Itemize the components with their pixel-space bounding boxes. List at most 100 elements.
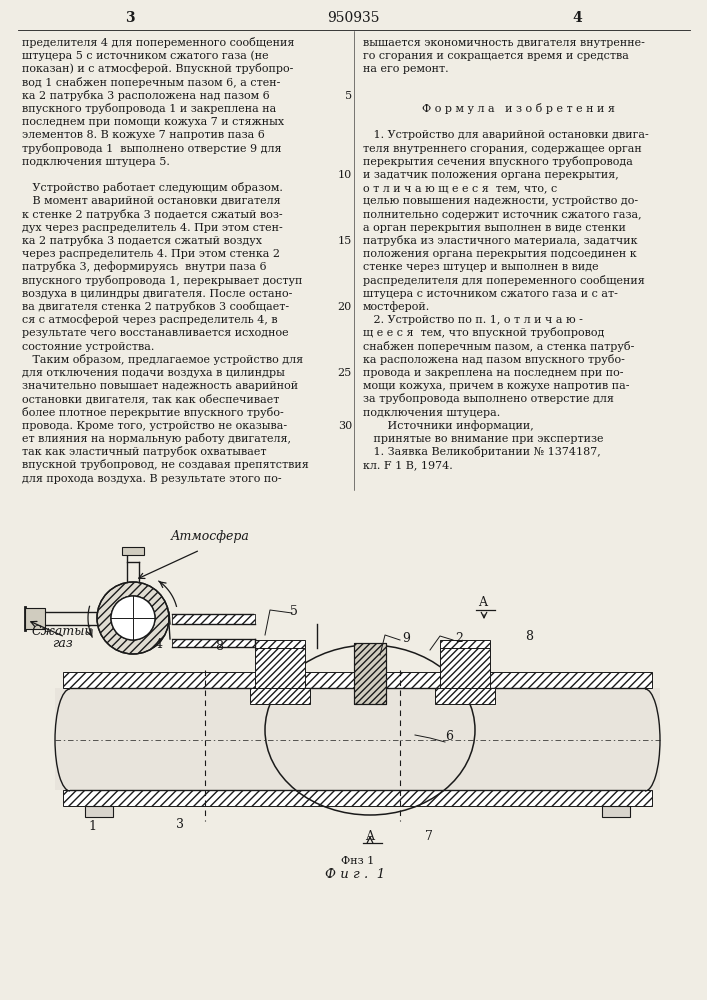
Text: вышается экономичность двигателя внутренне-: вышается экономичность двигателя внутрен… bbox=[363, 38, 645, 48]
Text: воздуха в цилиндры двигателя. После остано-: воздуха в цилиндры двигателя. После оста… bbox=[22, 289, 293, 299]
Text: перекрытия сечения впускного трубопровода: перекрытия сечения впускного трубопровод… bbox=[363, 156, 633, 167]
Text: Ф о р м у л а   и з о б р е т е н и я: Ф о р м у л а и з о б р е т е н и я bbox=[421, 103, 614, 114]
Bar bbox=[63, 790, 652, 806]
Text: впускной трубопровод, не создавая препятствия: впускной трубопровод, не создавая препят… bbox=[22, 459, 309, 470]
Bar bbox=[435, 688, 495, 704]
Text: так как эластичный патрубок охватывает: так как эластичный патрубок охватывает bbox=[22, 446, 267, 457]
Text: для прохода воздуха. В результате этого по-: для прохода воздуха. В результате этого … bbox=[22, 474, 281, 484]
Text: 1. Заявка Великобритании № 1374187,: 1. Заявка Великобритании № 1374187, bbox=[363, 446, 601, 457]
Text: ва двигателя стенка 2 патрубков 3 сообщает-: ва двигателя стенка 2 патрубков 3 сообща… bbox=[22, 301, 289, 312]
Text: го сгорания и сокращается время и средства: го сгорания и сокращается время и средст… bbox=[363, 51, 629, 61]
Text: 1: 1 bbox=[88, 820, 96, 833]
Text: Таким образом, предлагаемое устройство для: Таким образом, предлагаемое устройство д… bbox=[22, 354, 303, 365]
Text: элементов 8. В кожухе 7 напротив паза 6: элементов 8. В кожухе 7 напротив паза 6 bbox=[22, 130, 265, 140]
Text: на его ремонт.: на его ремонт. bbox=[363, 64, 449, 74]
Circle shape bbox=[111, 596, 155, 640]
Text: патрубка из эластичного материала, задатчик: патрубка из эластичного материала, задат… bbox=[363, 235, 638, 246]
Bar bbox=[354, 643, 386, 704]
Text: провода. Кроме того, устройство не оказыва-: провода. Кроме того, устройство не оказы… bbox=[22, 421, 287, 431]
Text: штуцера 5 с источником сжатого газа (не: штуцера 5 с источником сжатого газа (не bbox=[22, 51, 269, 61]
Text: Ф и г .  1: Ф и г . 1 bbox=[325, 868, 385, 881]
Text: 2. Устройство по п. 1, о т л и ч а ю -: 2. Устройство по п. 1, о т л и ч а ю - bbox=[363, 315, 583, 325]
Text: 8: 8 bbox=[215, 640, 223, 653]
Text: 15: 15 bbox=[338, 236, 352, 246]
Text: через распределитель 4. При этом стенка 2: через распределитель 4. При этом стенка … bbox=[22, 249, 280, 259]
Text: 1. Устройство для аварийной остановки двига-: 1. Устройство для аварийной остановки дв… bbox=[363, 130, 649, 140]
Text: A: A bbox=[478, 596, 487, 609]
Text: ка 2 патрубка 3 подается сжатый воздух: ка 2 патрубка 3 подается сжатый воздух bbox=[22, 235, 262, 246]
Text: подключения штуцера.: подключения штуцера. bbox=[363, 408, 501, 418]
Text: Сжатый: Сжатый bbox=[31, 625, 93, 638]
Text: ся с атмосферой через распределитель 4, в: ся с атмосферой через распределитель 4, … bbox=[22, 314, 278, 325]
Text: 30: 30 bbox=[338, 421, 352, 431]
Text: Атмосфера: Атмосфера bbox=[170, 530, 250, 543]
Text: ет влияния на нормальную работу двигателя,: ет влияния на нормальную работу двигател… bbox=[22, 433, 291, 444]
Text: Устройство работает следующим образом.: Устройство работает следующим образом. bbox=[22, 182, 283, 193]
Text: 3: 3 bbox=[176, 818, 184, 831]
Bar bbox=[250, 688, 310, 704]
Text: 20: 20 bbox=[338, 302, 352, 312]
Text: мостферой.: мостферой. bbox=[363, 301, 431, 312]
Bar bbox=[440, 648, 490, 688]
Bar bbox=[63, 672, 652, 688]
Text: 3: 3 bbox=[125, 11, 135, 25]
Text: показан) и с атмосферой. Впускной трубопро-: показан) и с атмосферой. Впускной трубоп… bbox=[22, 63, 293, 74]
Text: состояние устройства.: состояние устройства. bbox=[22, 342, 154, 352]
Text: 950935: 950935 bbox=[327, 11, 379, 25]
Text: впускного трубопровода 1, перекрывает доступ: впускного трубопровода 1, перекрывает до… bbox=[22, 275, 303, 286]
Text: о т л и ч а ю щ е е с я  тем, что, с: о т л и ч а ю щ е е с я тем, что, с bbox=[363, 183, 557, 193]
Text: Фнз 1: Фнз 1 bbox=[341, 856, 375, 866]
Text: значительно повышает надежность аварийной: значительно повышает надежность аварийно… bbox=[22, 381, 298, 391]
Text: ка 2 патрубка 3 расположена над пазом 6: ка 2 патрубка 3 расположена над пазом 6 bbox=[22, 90, 270, 101]
Bar bbox=[85, 806, 113, 817]
Text: распределителя для попеременного сообщения: распределителя для попеременного сообщен… bbox=[363, 275, 645, 286]
Text: патрубка 3, деформируясь  внутри паза 6: патрубка 3, деформируясь внутри паза 6 bbox=[22, 261, 267, 272]
Text: подключения штуцера 5.: подключения штуцера 5. bbox=[22, 157, 170, 167]
Bar bbox=[172, 614, 255, 624]
Text: а орган перекрытия выполнен в виде стенки: а орган перекрытия выполнен в виде стенк… bbox=[363, 223, 626, 233]
Bar bbox=[122, 547, 144, 555]
Text: 4: 4 bbox=[155, 638, 163, 651]
Text: мощи кожуха, причем в кожухе напротив па-: мощи кожуха, причем в кожухе напротив па… bbox=[363, 381, 629, 391]
Text: теля внутреннего сгорания, содержащее орган: теля внутреннего сгорания, содержащее ор… bbox=[363, 144, 642, 154]
Text: целью повышения надежности, устройство до-: целью повышения надежности, устройство д… bbox=[363, 196, 638, 206]
Circle shape bbox=[97, 582, 169, 654]
Text: к стенке 2 патрубка 3 подается сжатый воз-: к стенке 2 патрубка 3 подается сжатый во… bbox=[22, 209, 283, 220]
Text: вод 1 снабжен поперечным пазом 6, а стен-: вод 1 снабжен поперечным пазом 6, а стен… bbox=[22, 77, 281, 88]
Text: В момент аварийной остановки двигателя: В момент аварийной остановки двигателя bbox=[22, 196, 281, 206]
Text: 10: 10 bbox=[338, 170, 352, 180]
Text: ка расположена над пазом впускного трубо-: ка расположена над пазом впускного трубо… bbox=[363, 354, 625, 365]
Text: положения органа перекрытия подсоединен к: положения органа перекрытия подсоединен … bbox=[363, 249, 636, 259]
Text: полнительно содержит источник сжатого газа,: полнительно содержит источник сжатого га… bbox=[363, 210, 642, 220]
Text: остановки двигателя, так как обеспечивает: остановки двигателя, так как обеспечивае… bbox=[22, 394, 279, 404]
Text: 7: 7 bbox=[425, 830, 433, 843]
Bar bbox=[440, 640, 490, 648]
Bar bbox=[255, 648, 305, 688]
Circle shape bbox=[111, 596, 155, 640]
Text: 6: 6 bbox=[445, 730, 453, 743]
Text: последнем при помощи кожуха 7 и стяжных: последнем при помощи кожуха 7 и стяжных bbox=[22, 117, 284, 127]
Bar bbox=[172, 639, 255, 647]
Text: принятые во внимание при экспертизе: принятые во внимание при экспертизе bbox=[363, 434, 604, 444]
Text: дух через распределитель 4. При этом стен-: дух через распределитель 4. При этом сте… bbox=[22, 223, 283, 233]
Text: пределителя 4 для попеременного сообщения: пределителя 4 для попеременного сообщени… bbox=[22, 37, 294, 48]
Text: снабжен поперечным пазом, а стенка патруб-: снабжен поперечным пазом, а стенка патру… bbox=[363, 341, 634, 352]
Text: результате чего восстанавливается исходное: результате чего восстанавливается исходн… bbox=[22, 328, 288, 338]
Text: 5: 5 bbox=[345, 91, 352, 101]
Bar bbox=[25, 608, 45, 629]
Text: впускного трубопровода 1 и закреплена на: впускного трубопровода 1 и закреплена на bbox=[22, 103, 276, 114]
Bar bbox=[602, 806, 630, 817]
Text: стенке через штуцер и выполнен в виде: стенке через штуцер и выполнен в виде bbox=[363, 262, 599, 272]
Bar bbox=[255, 640, 305, 648]
Text: за трубопровода выполнено отверстие для: за трубопровода выполнено отверстие для bbox=[363, 393, 614, 404]
Text: щ е е с я  тем, что впускной трубопровод: щ е е с я тем, что впускной трубопровод bbox=[363, 327, 604, 338]
Text: и задатчик положения органа перекрытия,: и задатчик положения органа перекрытия, bbox=[363, 170, 619, 180]
Text: 9: 9 bbox=[402, 632, 410, 645]
Text: для отключения подачи воздуха в цилиндры: для отключения подачи воздуха в цилиндры bbox=[22, 368, 285, 378]
Text: 5: 5 bbox=[290, 605, 298, 618]
Text: газ: газ bbox=[52, 637, 72, 650]
Text: провода и закреплена на последнем при по-: провода и закреплена на последнем при по… bbox=[363, 368, 624, 378]
Text: кл. F 1 В, 1974.: кл. F 1 В, 1974. bbox=[363, 460, 452, 470]
Text: Источники информации,: Источники информации, bbox=[363, 420, 534, 431]
Text: 25: 25 bbox=[338, 368, 352, 378]
